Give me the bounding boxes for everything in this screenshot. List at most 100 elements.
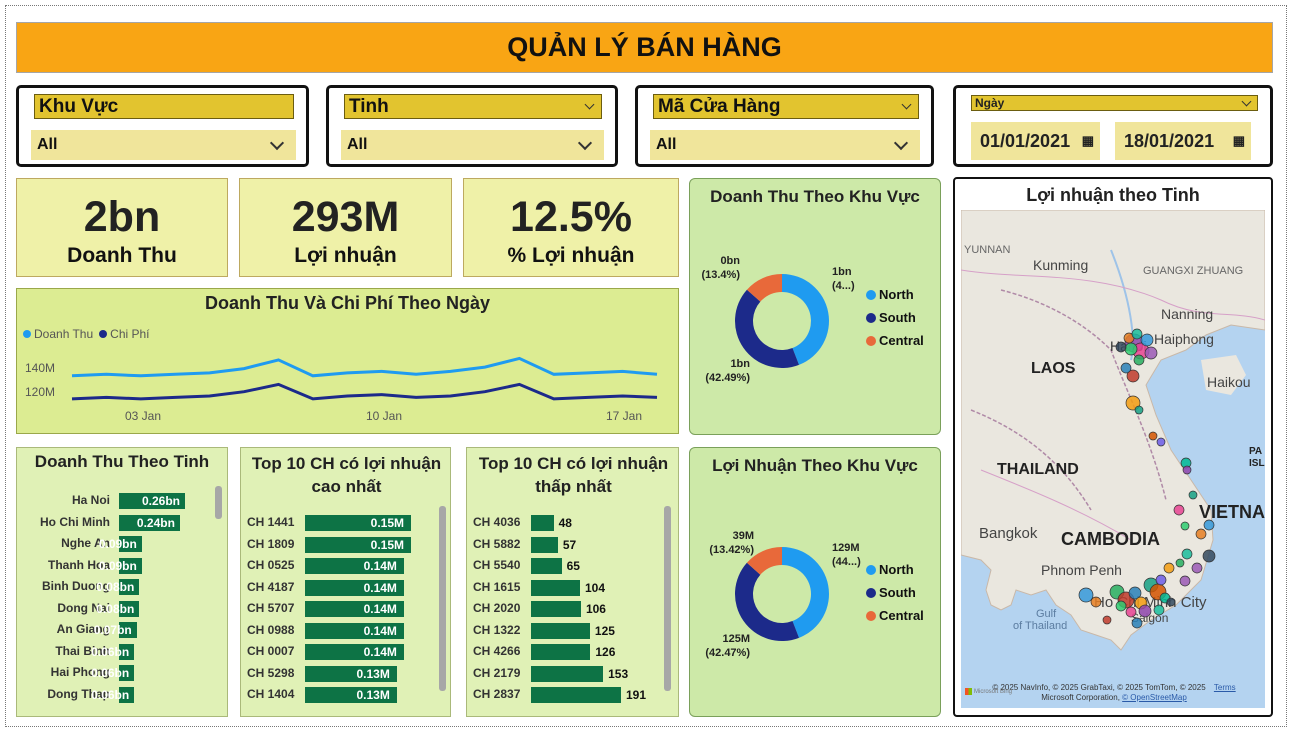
bar-mark[interactable]: [305, 558, 404, 574]
map-bubble[interactable]: [1153, 604, 1165, 616]
bar-row[interactable]: Nghe An 0.09bn: [17, 536, 217, 552]
bar-mark[interactable]: [531, 687, 621, 703]
map-bubble[interactable]: [1188, 490, 1198, 500]
map-bubble[interactable]: [1133, 354, 1145, 366]
donut-slice-south[interactable]: [735, 562, 799, 641]
donut-slice-south[interactable]: [735, 289, 799, 368]
bar-row[interactable]: Thai Binh 0.06bn: [17, 643, 217, 660]
map-bubble[interactable]: [1191, 562, 1203, 574]
slicer-khu-vuc-dropdown[interactable]: All: [31, 130, 296, 160]
donut-slice-north[interactable]: [782, 547, 829, 638]
bar-row[interactable]: CH 2179 153: [467, 665, 667, 682]
line-series-chi-phi[interactable]: [71, 382, 658, 401]
legend-central[interactable]: Central: [866, 608, 924, 623]
line-series-doanh-thu[interactable]: [71, 356, 658, 378]
bar-mark[interactable]: [119, 686, 135, 703]
bar-mark[interactable]: [119, 643, 135, 660]
bar-mark[interactable]: [305, 601, 404, 617]
bar-mark[interactable]: [531, 665, 604, 682]
donut-slice-central[interactable]: [746, 547, 782, 575]
map-bubble[interactable]: [1138, 604, 1152, 618]
map-bubble[interactable]: [1173, 504, 1185, 516]
legend-north[interactable]: North: [866, 562, 924, 577]
bar-row[interactable]: CH 1615 104: [467, 579, 667, 596]
bar-mark[interactable]: [305, 622, 404, 639]
bar-mark[interactable]: [531, 622, 590, 639]
bar-mark[interactable]: [531, 579, 580, 596]
bar-row[interactable]: Dong Thap 0.06bn: [17, 686, 217, 703]
bar-mark[interactable]: [119, 622, 137, 638]
bar-mark[interactable]: [531, 601, 581, 617]
bar-mark[interactable]: [119, 514, 180, 531]
slicer-ma-cua-hang-dropdown[interactable]: All: [650, 130, 920, 160]
bar-row[interactable]: CH 1441 0.15M: [241, 515, 441, 531]
map-bubble[interactable]: [1115, 341, 1127, 353]
map-bubble[interactable]: [1182, 465, 1192, 475]
bar-mark[interactable]: [531, 558, 562, 574]
donut-slice-central[interactable]: [746, 274, 782, 302]
bar-row[interactable]: Thanh Hoa 0.09bn: [17, 557, 217, 574]
scrollbar[interactable]: [215, 486, 222, 519]
bar-row[interactable]: CH 0007 0.14M: [241, 644, 441, 660]
bar-row[interactable]: Ha Noi 0.26bn: [17, 493, 217, 509]
map-canvas[interactable]: YUNNAN Kunming GUANGXI ZHUANG Nanning LA…: [961, 210, 1265, 708]
calendar-icon[interactable]: ▦: [1081, 133, 1094, 148]
map-bubble[interactable]: [1128, 586, 1142, 600]
map-bubble[interactable]: [1120, 362, 1132, 374]
map-bubble[interactable]: [1144, 346, 1158, 360]
map-bubble[interactable]: [1140, 333, 1154, 347]
map-bubble[interactable]: [1181, 548, 1193, 560]
terms-link[interactable]: Terms: [1213, 683, 1236, 692]
bar-row[interactable]: CH 4187 0.14M: [241, 579, 441, 596]
map-bubble[interactable]: [1078, 587, 1094, 603]
bar-mark[interactable]: [119, 579, 140, 595]
bar-mark[interactable]: [305, 687, 397, 703]
bar-mark[interactable]: [119, 600, 140, 617]
bar-mark[interactable]: [305, 536, 411, 553]
bar-row[interactable]: Ho Chi Minh 0.24bn: [17, 514, 217, 531]
map-bubble[interactable]: [1126, 369, 1140, 383]
bar-row[interactable]: CH 5540 65: [467, 558, 667, 574]
bar-row[interactable]: CH 0525 0.14M: [241, 558, 441, 574]
legend-south[interactable]: South: [866, 310, 924, 325]
bar-mark[interactable]: [531, 515, 554, 531]
bar-mark[interactable]: [531, 644, 591, 660]
donut-slice-north[interactable]: [782, 274, 829, 365]
map-bubble[interactable]: [1148, 431, 1158, 441]
bar-row[interactable]: CH 5298 0.13M: [241, 665, 441, 682]
bar-row[interactable]: CH 1322 125: [467, 622, 667, 639]
map-bubble[interactable]: [1115, 600, 1127, 612]
legend-central[interactable]: Central: [866, 333, 924, 348]
bar-row[interactable]: Dong Nai 0.08bn: [17, 600, 217, 617]
map-bubble[interactable]: [1180, 521, 1190, 531]
slicer-ngay[interactable]: Ngày 01/01/2021 ▦ 18/01/2021 ▦: [953, 85, 1273, 167]
slicer-khu-vuc[interactable]: Khu Vực All: [16, 85, 309, 167]
bar-mark[interactable]: [531, 536, 558, 553]
map-bubble[interactable]: [1090, 596, 1102, 608]
bar-mark[interactable]: [119, 557, 142, 574]
map-bubble[interactable]: [1195, 528, 1207, 540]
bar-row[interactable]: Hai Phong 0.06bn: [17, 665, 217, 681]
map-bubble[interactable]: [1163, 562, 1175, 574]
bar-mark[interactable]: [119, 493, 185, 509]
bar-row[interactable]: CH 1404 0.13M: [241, 687, 441, 703]
bar-row[interactable]: CH 2837 191: [467, 687, 667, 703]
bar-row[interactable]: CH 5707 0.14M: [241, 601, 441, 617]
osm-link[interactable]: © OpenStreetMap: [1122, 693, 1187, 702]
map-bubble[interactable]: [1203, 519, 1215, 531]
bar-mark[interactable]: [305, 515, 411, 531]
legend-south[interactable]: South: [866, 585, 924, 600]
map-bubble[interactable]: [1134, 405, 1144, 415]
map-bubble[interactable]: [1131, 328, 1143, 340]
bar-row[interactable]: An Giang 0.07bn: [17, 622, 217, 638]
scrollbar[interactable]: [664, 506, 671, 691]
bar-row[interactable]: CH 5882 57: [467, 536, 667, 553]
date-from-input[interactable]: 01/01/2021 ▦: [971, 122, 1100, 160]
slicer-ma-cua-hang[interactable]: Mã Cửa Hàng All: [635, 85, 934, 167]
bar-row[interactable]: Binh Duong 0.08bn: [17, 579, 217, 595]
slicer-tinh[interactable]: Tinh All: [326, 85, 618, 167]
map-bubble[interactable]: [1166, 597, 1176, 607]
date-to-input[interactable]: 18/01/2021 ▦: [1115, 122, 1251, 160]
calendar-icon[interactable]: ▦: [1232, 133, 1245, 148]
bar-mark[interactable]: [305, 665, 397, 682]
